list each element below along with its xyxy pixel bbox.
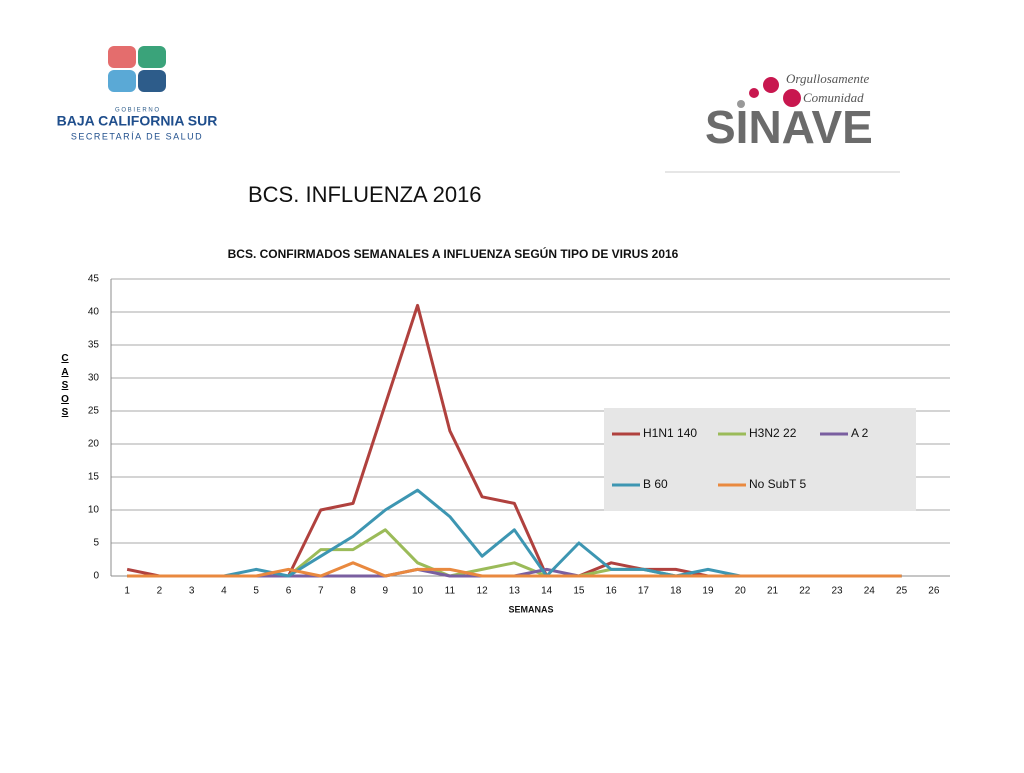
y-tick-label: 30: [88, 373, 100, 384]
legend-label: No SubT 5: [749, 477, 806, 491]
x-tick-label: 9: [383, 586, 389, 597]
x-tick-label: 22: [799, 586, 811, 597]
series-line: [127, 561, 902, 578]
logo-text: G O B I E R N O: [115, 108, 159, 114]
y-tick-label: 5: [93, 538, 99, 549]
logo-dot: [749, 88, 759, 98]
logo-shape: [138, 70, 166, 92]
y-tick-label: 0: [93, 571, 99, 582]
x-tick-label: 4: [221, 586, 227, 597]
y-tick-label: 15: [88, 472, 100, 483]
page-title: BCS. INFLUENZA 2016: [248, 182, 482, 207]
x-tick-label: 12: [477, 586, 489, 597]
series-line: [127, 528, 902, 578]
y-tick-label: 20: [88, 439, 100, 450]
x-tick-label: 2: [157, 586, 163, 597]
x-tick-label: 20: [735, 586, 747, 597]
logo-text: SECRETARÍA DE SALUD: [71, 131, 203, 141]
x-tick-label: 5: [253, 586, 259, 597]
logo-text: Comunidad: [803, 90, 864, 105]
x-tick-label: 7: [318, 586, 324, 597]
x-tick-label: 15: [573, 586, 585, 597]
logo-dot: [783, 89, 801, 107]
left-logo: G O B I E R N O BAJA CALIFORNIA SUR SECR…: [57, 46, 218, 141]
x-tick-label: 3: [189, 586, 195, 597]
x-tick-label: 8: [350, 586, 356, 597]
x-tick-label: 26: [928, 586, 940, 597]
logo-text: Orgullosamente: [786, 71, 870, 86]
x-tick-label: 11: [445, 586, 456, 597]
legend-label: A 2: [851, 426, 869, 440]
right-logo: Orgullosamente Comunidad SINAVE: [665, 71, 900, 173]
logo-text: BAJA CALIFORNIA SUR: [57, 113, 218, 129]
legend-box: [604, 408, 916, 511]
legend-label: H3N2 22: [749, 426, 797, 440]
logo-shape: [108, 70, 136, 92]
logo-shape: [138, 46, 166, 68]
x-tick-label: 17: [638, 586, 650, 597]
x-tick-label: 6: [286, 586, 292, 597]
legend-label: H1N1 140: [643, 426, 697, 440]
x-axis-label: SEMANAS: [508, 604, 553, 614]
x-tick-label: 13: [509, 586, 521, 597]
x-tick-label: 21: [767, 586, 779, 597]
y-axis-label: CASOS: [61, 353, 69, 418]
x-tick-label: 24: [864, 586, 876, 597]
legend-label: B 60: [643, 477, 668, 491]
y-tick-label: 25: [88, 406, 100, 417]
y-tick-label: 35: [88, 340, 100, 351]
x-tick-label: 18: [670, 586, 682, 597]
logo-dot: [737, 100, 745, 108]
y-tick-label: 45: [88, 274, 100, 285]
y-tick-label: 10: [88, 505, 100, 516]
x-tick-label: 16: [606, 586, 618, 597]
x-tick-label: 1: [124, 586, 130, 597]
x-tick-label: 10: [412, 586, 424, 597]
x-tick-label: 23: [831, 586, 843, 597]
x-tick-label: 19: [702, 586, 714, 597]
x-tick-label: 14: [541, 586, 553, 597]
chart-title: BCS. CONFIRMADOS SEMANALES A INFLUENZA S…: [228, 246, 679, 261]
x-tick-label: 25: [896, 586, 908, 597]
logo-shape: [108, 46, 136, 68]
y-tick-label: 40: [88, 307, 100, 318]
logo-text: SINAVE: [705, 101, 873, 153]
logo-dot: [763, 77, 779, 93]
